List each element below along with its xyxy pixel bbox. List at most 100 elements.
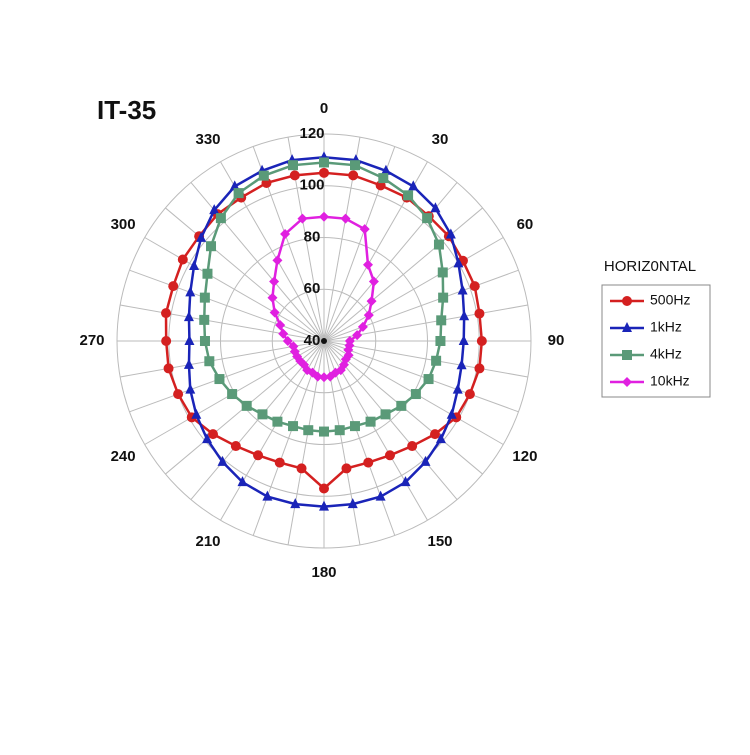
marker (400, 476, 411, 487)
marker (319, 500, 329, 511)
grid-spoke (165, 207, 325, 342)
marker (452, 383, 463, 394)
legend-label: 4kHz (650, 346, 682, 362)
marker (296, 463, 307, 474)
marker (384, 450, 395, 461)
angle-tick-label: 270 (79, 332, 104, 349)
marker (275, 320, 286, 331)
marker (357, 321, 368, 332)
radial-tick-label: 80 (304, 228, 321, 245)
marker (349, 421, 360, 432)
marker (363, 457, 374, 468)
marker (319, 167, 329, 178)
marker (453, 257, 464, 268)
marker (375, 490, 386, 501)
marker (445, 228, 456, 239)
marker (262, 490, 273, 501)
marker (464, 389, 475, 400)
marker (469, 281, 480, 292)
marker (319, 372, 329, 383)
marker (622, 350, 632, 360)
marker (378, 173, 389, 184)
marker (457, 284, 468, 295)
marker (365, 416, 376, 427)
marker (297, 213, 308, 224)
marker (347, 498, 358, 509)
marker (396, 400, 407, 411)
marker (622, 377, 632, 387)
marker (185, 286, 196, 297)
marker (359, 224, 370, 235)
marker (363, 310, 374, 321)
marker (366, 296, 377, 307)
marker (430, 202, 441, 213)
center-dot (321, 338, 327, 344)
marker (191, 408, 202, 419)
marker (622, 322, 632, 332)
angle-tick-label: 120 (512, 448, 537, 465)
marker (202, 433, 213, 444)
marker (474, 308, 485, 319)
marker (230, 441, 241, 452)
marker (350, 160, 361, 171)
marker (438, 292, 449, 303)
marker (319, 157, 329, 168)
grid-spoke (323, 269, 519, 342)
angle-tick-label: 0 (320, 100, 328, 117)
marker (269, 307, 280, 318)
marker (352, 330, 363, 341)
marker (183, 311, 194, 322)
marker (183, 358, 194, 369)
marker (334, 425, 345, 436)
marker (233, 188, 244, 199)
marker (340, 213, 351, 224)
marker (288, 341, 299, 352)
grid-spoke (323, 340, 528, 378)
marker (208, 429, 219, 440)
marker (209, 204, 220, 215)
marker (341, 463, 352, 474)
grid-spoke (144, 237, 325, 342)
marker (204, 356, 215, 367)
marker (368, 276, 379, 287)
marker (217, 455, 228, 466)
marker (437, 267, 448, 278)
radial-tick-label: 40 (304, 332, 321, 349)
radial-tick-label: 100 (299, 177, 324, 194)
marker (459, 310, 470, 321)
angle-tick-label: 330 (195, 131, 220, 148)
marker (267, 292, 278, 303)
angle-tick-label: 30 (432, 131, 449, 148)
angle-tick-label: 90 (548, 332, 565, 349)
angle-tick-label: 240 (111, 448, 136, 465)
angle-tick-label: 60 (517, 216, 534, 233)
marker (280, 229, 291, 240)
marker (410, 389, 421, 400)
marker (456, 359, 467, 370)
marker (199, 336, 210, 346)
marker (278, 328, 289, 339)
marker (202, 268, 213, 279)
marker (622, 296, 632, 306)
marker (288, 421, 299, 432)
legend-box (601, 284, 711, 398)
marker (348, 170, 359, 181)
marker (206, 241, 217, 252)
marker (173, 389, 184, 400)
marker (227, 389, 238, 400)
marker (189, 259, 200, 270)
marker (215, 213, 226, 224)
marker (272, 416, 283, 427)
marker (319, 483, 329, 494)
angle-tick-label: 180 (311, 564, 336, 581)
marker (423, 374, 434, 385)
marker (474, 363, 485, 374)
marker (196, 231, 207, 242)
legend-label: 500Hz (650, 292, 690, 308)
marker (407, 441, 418, 452)
marker (446, 408, 457, 419)
marker (343, 344, 354, 355)
marker (241, 400, 252, 411)
legend-title: HORIZ0NTAL (604, 258, 696, 275)
